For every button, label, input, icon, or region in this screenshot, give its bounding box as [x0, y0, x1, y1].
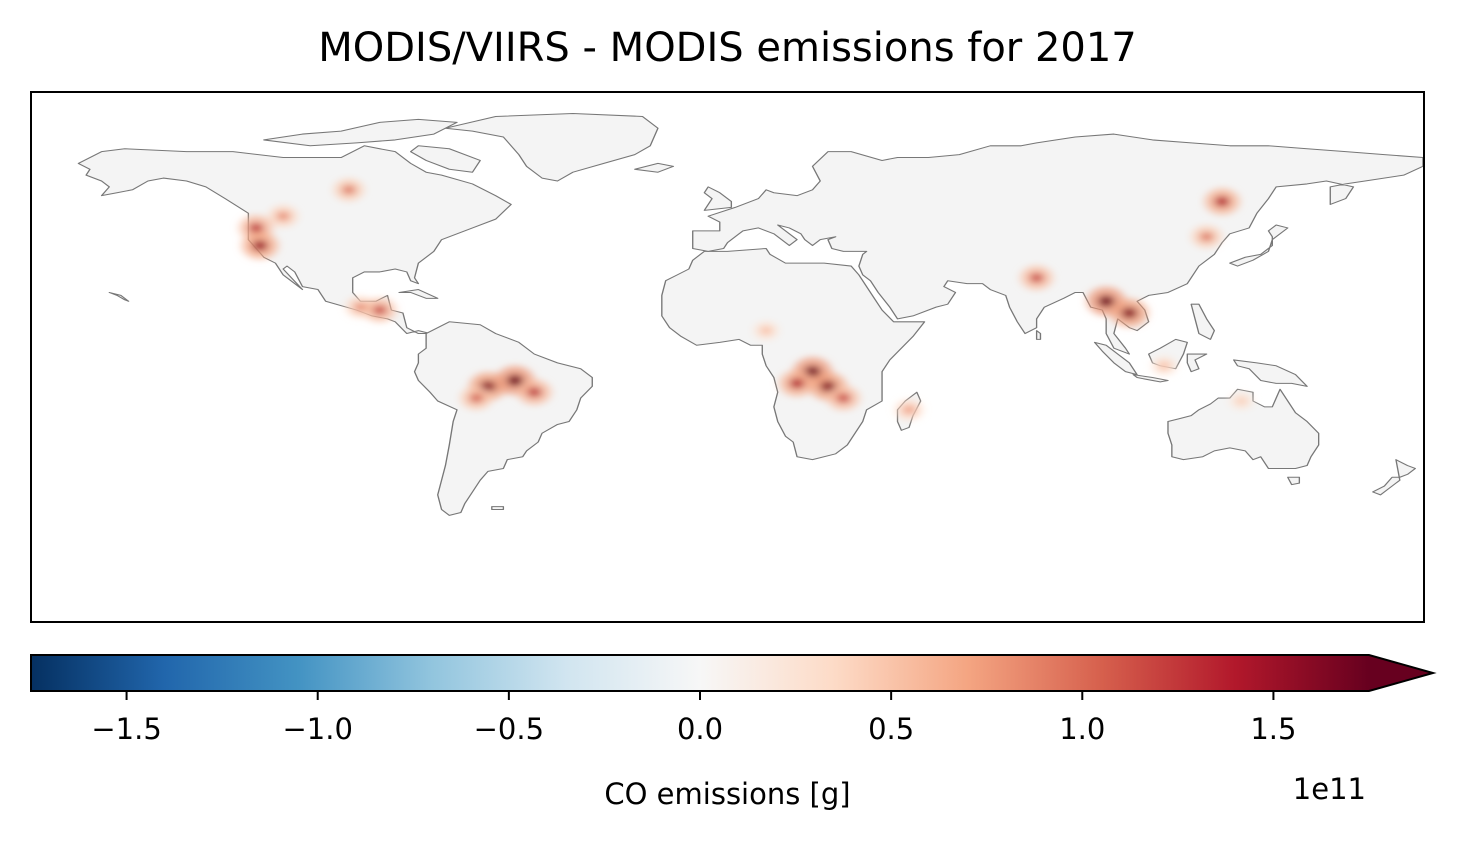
colorbar-tick-label: 0.5 — [868, 712, 915, 746]
hotspot-core — [277, 212, 289, 221]
hotspot-core — [507, 374, 523, 387]
baffin-island — [409, 145, 481, 173]
hawaii-islands — [108, 291, 130, 302]
british-isles — [703, 186, 733, 211]
arctic-islands — [263, 118, 458, 147]
cuba-landmass — [398, 289, 439, 299]
north-america-landmass — [77, 145, 512, 335]
colorbar-tick-label: −0.5 — [473, 712, 545, 746]
colorbar-tick-label: 0.0 — [676, 712, 724, 746]
hotspot-core — [527, 387, 541, 398]
map-title: MODIS/VIIRS - MODIS emissions for 2017 — [318, 25, 1137, 71]
sumatra-landmass — [1093, 341, 1138, 376]
hotspot-core — [252, 240, 268, 251]
emission-hotspots — [239, 178, 1253, 421]
colorbar-label: CO emissions [g] — [604, 777, 851, 811]
colorbar-outline — [30, 654, 1437, 692]
hotspot-core — [1159, 362, 1169, 370]
hotspot-core — [470, 393, 483, 403]
australia-landmass — [1167, 388, 1320, 469]
hotspot-core — [1121, 307, 1137, 319]
tasmania-landmass — [1287, 476, 1301, 486]
philippines-landmass — [1190, 303, 1216, 340]
hotspot-core — [761, 327, 771, 335]
japan-landmass — [1229, 224, 1289, 267]
greenland-landmass — [444, 113, 659, 182]
colorbar-ticks — [125, 691, 1275, 700]
colorbar-tick-label: −1.0 — [282, 712, 353, 746]
eurasia-landmass — [692, 133, 1423, 355]
colorbar-svg — [30, 654, 1437, 700]
hotspot-core — [1236, 397, 1246, 405]
hotspot-core — [790, 378, 804, 389]
java-landmass — [1132, 374, 1169, 383]
hotspot-core — [249, 222, 263, 233]
africa-landmass — [661, 247, 926, 461]
map-frame — [30, 91, 1425, 623]
hotspot-core — [343, 185, 355, 195]
sri-lanka-landmass — [1035, 330, 1042, 340]
colorbar-extend-arrow — [1369, 655, 1433, 691]
hotspot-core — [354, 302, 366, 312]
colorbar — [30, 654, 1437, 700]
hotspot-core — [1200, 232, 1213, 242]
colorbar-tick-label: 1.5 — [1250, 712, 1297, 746]
new-zealand-landmass — [1372, 459, 1416, 496]
colorbar-gradient — [31, 655, 1369, 691]
colorbar-tick-label: 1.0 — [1059, 712, 1106, 746]
world-map — [77, 113, 1423, 516]
hotspot-core — [837, 393, 850, 403]
hotspot-core — [1098, 295, 1114, 308]
hotspot-core — [820, 380, 836, 392]
iceland-landmass — [634, 162, 675, 173]
new-guinea-landmass — [1232, 359, 1308, 387]
south-america-landmass — [413, 321, 593, 516]
hotspot-core — [903, 405, 915, 414]
colorbar-tick-label: −1.5 — [91, 712, 162, 746]
sulawesi-landmass — [1186, 353, 1208, 373]
hotspot-core — [373, 305, 387, 315]
land-masses — [77, 113, 1423, 516]
colorbar-offset-text: 1e11 — [1292, 772, 1366, 806]
hotspot-core — [1215, 196, 1229, 207]
falkland-islands — [491, 506, 505, 511]
hotspot-core — [1030, 272, 1043, 283]
